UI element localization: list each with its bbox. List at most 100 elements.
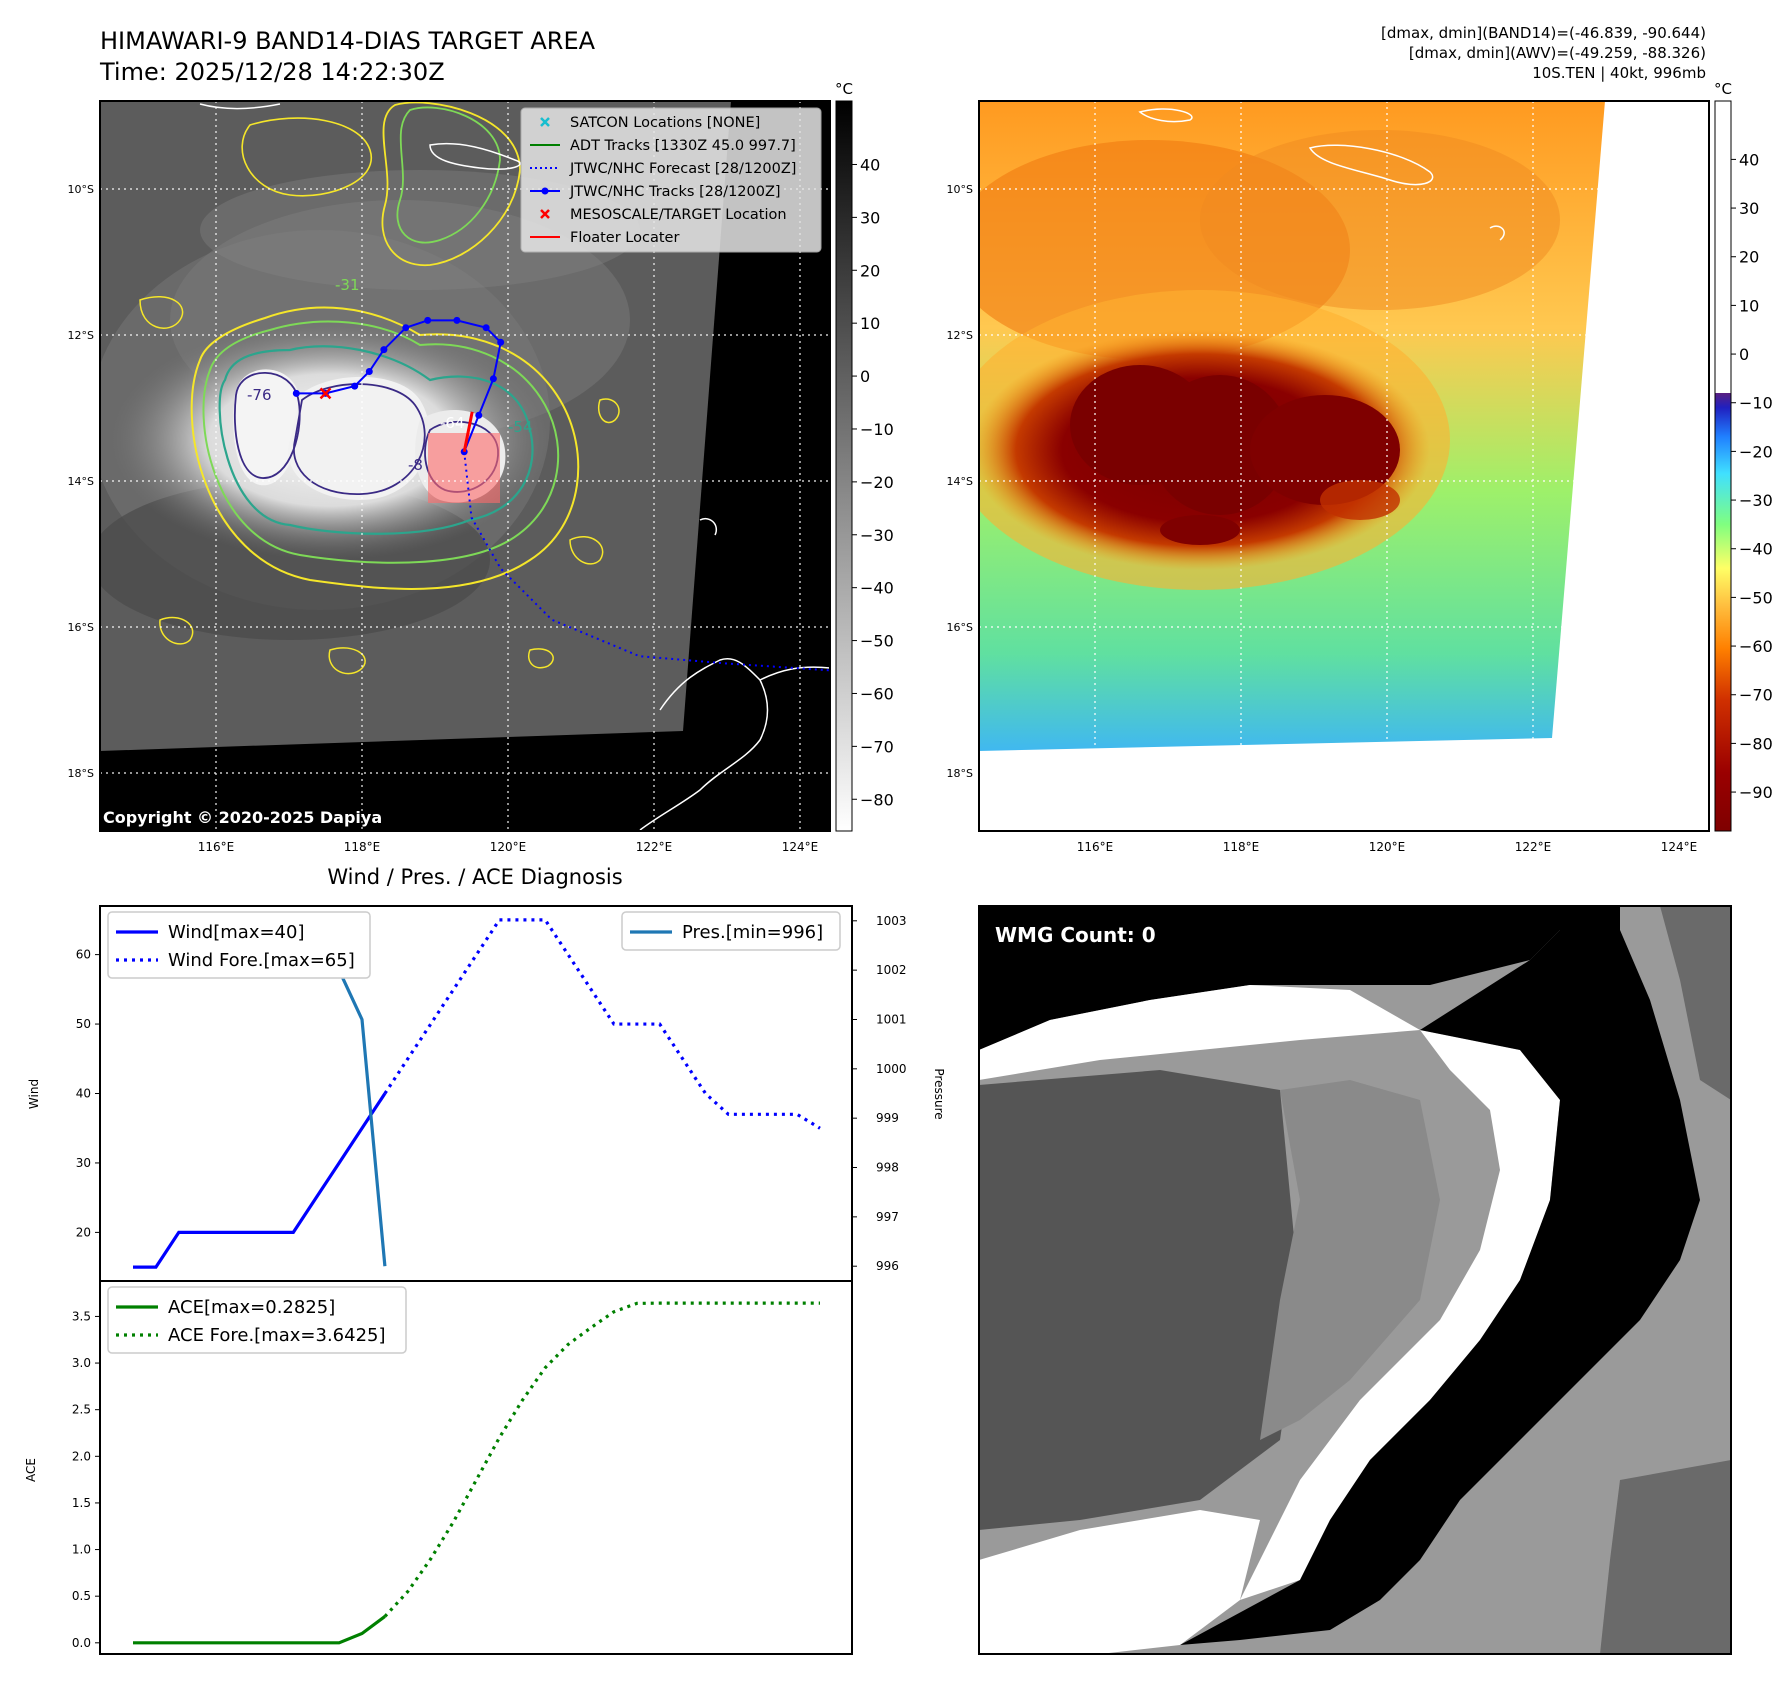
map-legend: SATCON Locations [NONE] ADT Tracks [1330Z…	[520, 107, 822, 253]
ir-lat-labels: 10°S 12°S 14°S 16°S 18°S	[68, 183, 94, 780]
y-right-tick-label: 996	[876, 1259, 899, 1273]
contour-label-4: -8	[408, 456, 423, 474]
awv-lon-labels: 116°E 118°E 120°E 122°E 124°E	[1077, 840, 1698, 854]
lon-label: 122°E	[1515, 840, 1552, 854]
lat-label: 16°S	[68, 621, 94, 634]
wmg-dark-region	[979, 1070, 1300, 1530]
ir-map-frame	[99, 100, 831, 832]
colorbar-tick: 20	[860, 261, 880, 280]
storm-tracks	[292, 316, 830, 672]
contour-teal	[218, 345, 534, 535]
y-right-tick-label: 1003	[876, 914, 907, 928]
colorbar-tick: −20	[1739, 442, 1773, 461]
lat-label: 10°S	[68, 183, 94, 196]
ace-legend: ACE[max=0.2825] ACE Fore.[max=3.6425]	[107, 1286, 407, 1354]
lat-label: 12°S	[68, 329, 94, 342]
wind-pressure-chart: Wind Pressure 20 30 40 50 60 996 997 998 999 1000…	[27, 905, 946, 1282]
series-line	[383, 1301, 820, 1618]
colorbar-tick: −80	[860, 790, 894, 809]
lon-label: 124°E	[782, 840, 819, 854]
colorbar-tick: −90	[1739, 783, 1773, 802]
contour-green	[202, 320, 560, 564]
colorbar-tick: 10	[1739, 296, 1759, 315]
y-right-tick-label: 998	[876, 1161, 899, 1175]
colorbar-tick: −80	[1739, 734, 1773, 753]
wmg-black-band-top	[979, 906, 1620, 1050]
y-tick-label: 2.5	[72, 1403, 91, 1417]
ir-map: -76 -64 -54 -8 -31 Copyright © 2020-2025…	[68, 100, 831, 854]
colorbar-tick: −50	[860, 632, 894, 651]
wind-legend: Wind[max=40] Wind Fore.[max=65]	[107, 911, 371, 979]
colorbar-tick: 30	[1739, 199, 1759, 218]
copyright-text: Copyright © 2020-2025 Dapiya	[103, 808, 382, 827]
colorbar-tick: −10	[1739, 394, 1773, 413]
jtwc-track-point	[475, 411, 483, 419]
lon-label: 118°E	[1223, 840, 1260, 854]
jtwc-track-point	[351, 382, 359, 390]
figure-title-line1: HIMAWARI-9 BAND14-DIAS TARGET AREA	[100, 27, 596, 55]
pressure-axis-label: Pressure	[932, 1068, 946, 1119]
colorbar-tick: −10	[860, 420, 894, 439]
y-tick-label: 50	[76, 1017, 91, 1031]
legend-entry: Pres.[min=996]	[682, 922, 823, 943]
colorbar-tick: −30	[860, 526, 894, 545]
legend-box	[520, 107, 822, 253]
legend-entry: SATCON Locations [NONE]	[570, 115, 760, 131]
y-right-tick-label: 1001	[876, 1012, 907, 1026]
colorbar-tick: −30	[1739, 491, 1773, 510]
ir-colorbar: °C 40 30 20 10 0 −10 −20 −30 −40 −50 −60 −70 −80	[835, 80, 894, 832]
y-tick-label: 40	[76, 1087, 91, 1101]
colorbar-tick: −70	[1739, 686, 1773, 705]
lon-label: 118°E	[344, 840, 381, 854]
awv-colorbar-unit: °C	[1714, 80, 1732, 98]
colorbar-tick: 0	[860, 367, 870, 386]
legend-entry: JTWC/NHC Tracks [28/1200Z]	[569, 184, 781, 200]
lat-label: 16°S	[947, 621, 973, 634]
target-area-box	[428, 433, 500, 503]
lat-label: 14°S	[947, 475, 973, 488]
jtwc-track-point	[292, 389, 300, 397]
ir-colorbar-bar	[835, 100, 853, 832]
jtwc-track-point	[380, 346, 388, 354]
lat-label: 14°S	[68, 475, 94, 488]
awv-colorbar: °C 40 30 20 10 0 −10 −20 −30 −40 −50 −60 −70 −80 −90	[1714, 80, 1773, 832]
lon-label: 124°E	[1661, 840, 1698, 854]
y-tick-label: 3.0	[72, 1356, 91, 1370]
colorbar-tick: −70	[860, 737, 894, 756]
y-right-tick-label: 999	[876, 1111, 899, 1125]
lon-label: 116°E	[1077, 840, 1114, 854]
colorbar-tick: 40	[860, 155, 880, 174]
colorbar-tick: 20	[1739, 248, 1759, 267]
colorbar-tick: −60	[860, 684, 894, 703]
legend-entry: MESOSCALE/TARGET Location	[570, 207, 787, 223]
lat-label: 12°S	[947, 329, 973, 342]
cold-cloud-top-west	[233, 369, 301, 486]
jtwc-track-point	[497, 338, 505, 346]
contour-yellow	[190, 306, 580, 590]
contour-label-1: -76	[247, 386, 272, 404]
y-right-tick-label: 1000	[876, 1062, 907, 1076]
cold-cloud-top-center	[288, 376, 430, 500]
jtwc-track-point	[482, 324, 490, 332]
y-tick-label: 0.5	[72, 1589, 91, 1603]
jtwc-track-point	[402, 324, 410, 332]
ace-axis-label: ACE	[24, 1458, 38, 1482]
floater-locater-line	[462, 411, 474, 453]
y-tick-label: 0.0	[72, 1636, 91, 1650]
y-tick-label: 2.0	[72, 1449, 91, 1463]
ir-colorbar-unit: °C	[835, 80, 853, 98]
pressure-legend: Pres.[min=996]	[621, 911, 841, 951]
figure-title-line2: Time: 2025/12/28 14:22:30Z	[100, 58, 445, 86]
y-tick-label: 3.5	[72, 1309, 91, 1323]
colorbar-tick: −40	[860, 579, 894, 598]
legend-entry: Wind Fore.[max=65]	[168, 950, 355, 971]
jtwc-track-point	[424, 316, 432, 324]
wmg-count-label: WMG Count: 0	[995, 923, 1156, 947]
ir-lon-labels: 116°E 118°E 120°E 122°E 124°E	[198, 840, 819, 854]
awv-map: 10°S 12°S 14°S 16°S 18°S 116°E 118°E 120°E 122°…	[947, 100, 1710, 854]
legend-entry: ACE Fore.[max=3.6425]	[168, 1325, 386, 1346]
legend-entry: JTWC/NHC Forecast [28/1200Z]	[569, 161, 796, 177]
jtwc-track-point	[365, 368, 373, 375]
awv-map-gridlines	[979, 101, 1709, 831]
contour-label-3: -54	[508, 418, 533, 436]
